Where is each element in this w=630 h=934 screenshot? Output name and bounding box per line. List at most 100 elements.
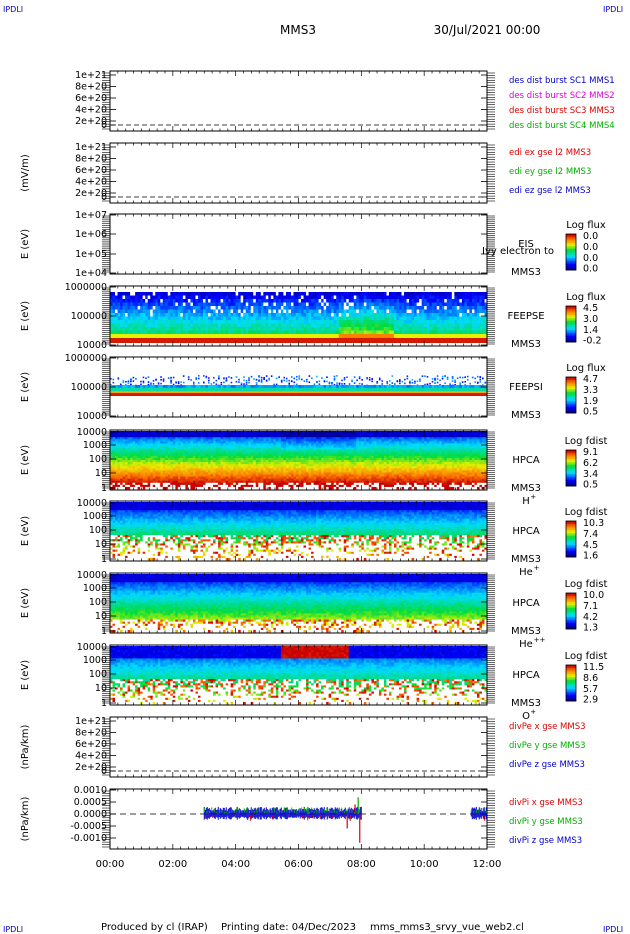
heatmap-cell — [484, 323, 488, 328]
heatmap-cell — [381, 302, 385, 307]
heatmap-cell — [167, 313, 171, 317]
heatmap-cell — [263, 334, 267, 338]
heatmap-cell — [424, 327, 428, 331]
heatmap-cell — [411, 292, 415, 296]
heatmap-cell — [165, 316, 169, 321]
heatmap-cell — [361, 313, 365, 317]
heatmap-cell — [120, 393, 124, 396]
colorbar-cell — [566, 316, 576, 319]
heatmap-cell — [326, 334, 330, 338]
heatmap-cell — [135, 320, 139, 324]
heatmap-cell — [459, 299, 463, 303]
heatmap-cell — [351, 313, 355, 317]
heatmap-cell — [343, 393, 347, 396]
heatmap-cell — [316, 323, 320, 328]
heatmap-cell — [125, 302, 129, 307]
heatmap-cell — [190, 388, 194, 391]
heatmap-cell — [411, 330, 415, 335]
heatmap-cell — [157, 320, 161, 324]
heatmap-cell — [469, 334, 473, 338]
heatmap-cell — [484, 302, 488, 307]
heatmap-cell — [228, 316, 232, 321]
heatmap-cell — [386, 309, 390, 314]
heatmap-dot — [396, 380, 399, 383]
heatmap-cell — [258, 385, 262, 388]
heatmap-cell — [185, 323, 189, 328]
heatmap-cell — [376, 388, 380, 391]
heatmap-cell — [311, 313, 315, 317]
heatmap-cell — [230, 295, 234, 300]
heatmap-cell — [341, 338, 345, 343]
heatmap-cell — [202, 388, 207, 391]
heatmap-dot — [481, 377, 484, 380]
heatmap-cell — [313, 334, 317, 338]
heatmap-cell — [481, 327, 485, 331]
heatmap-cell — [157, 302, 161, 307]
heatmap-cell — [441, 338, 445, 343]
heatmap-cell — [293, 320, 297, 324]
heatmap-cell — [343, 316, 347, 321]
heatmap-cell — [285, 330, 289, 335]
heatmap-cell — [451, 330, 455, 335]
heatmap-cell — [353, 295, 357, 300]
heatmap-cell — [328, 320, 332, 324]
heatmap-cell — [321, 385, 325, 388]
heatmap-cell — [466, 316, 470, 321]
heatmap-cell — [192, 302, 196, 307]
legend-des-0: des dist burst SC1 MMS1 — [509, 76, 615, 86]
heatmap-cell — [290, 302, 294, 307]
heatmap-cell — [218, 330, 222, 335]
heatmap-cell — [285, 302, 289, 307]
heatmap-cell — [220, 334, 224, 338]
heatmap-cell — [446, 323, 450, 328]
heatmap-cell — [388, 385, 392, 388]
heatmap-cell — [396, 330, 400, 335]
heatmap-cell — [376, 320, 380, 324]
heatmap-cell — [135, 306, 139, 310]
heatmap-cell — [228, 309, 232, 314]
heatmap-cell — [373, 338, 377, 343]
heatmap-cell — [172, 330, 176, 335]
heatmap-cell — [112, 302, 116, 307]
heatmap-cell — [456, 313, 460, 317]
heatmap-cell — [253, 306, 257, 310]
heatmap-cell — [363, 302, 367, 307]
heatmap-cell — [130, 388, 134, 391]
heatmap-cell — [436, 309, 440, 314]
heatmap-cell — [223, 306, 227, 310]
heatmap-dot — [316, 381, 318, 383]
heatmap-cell — [399, 393, 403, 396]
heatmap-cell — [409, 391, 413, 393]
heatmap-cell — [331, 334, 335, 338]
heatmap-cell — [295, 330, 299, 335]
heatmap-cell — [358, 385, 362, 388]
heatmap-cell — [388, 330, 392, 335]
heatmap-dot — [218, 375, 220, 377]
heatmap-cell — [419, 306, 423, 310]
heatmap-cell — [162, 306, 166, 310]
heatmap-cell — [238, 334, 242, 338]
heatmap-cell — [155, 338, 159, 343]
heatmap-dot — [346, 376, 348, 379]
heatmap-cell — [476, 334, 480, 338]
heatmap-cell — [459, 313, 463, 317]
heatmap-dot — [110, 377, 112, 380]
heatmap-cell — [351, 393, 355, 396]
heatmap-cell — [464, 292, 468, 296]
heatmap-cell — [348, 385, 352, 388]
heatmap-cell — [459, 295, 463, 300]
heatmap-dot — [371, 378, 373, 380]
heatmap-cell — [150, 295, 154, 300]
heatmap-cell — [142, 316, 146, 321]
heatmap-cell — [466, 302, 470, 307]
heatmap-cell — [441, 327, 445, 331]
heatmap-cell — [484, 330, 488, 335]
heatmap-cell — [353, 388, 357, 391]
heatmap-cell — [414, 334, 418, 338]
heatmap-dot — [328, 382, 331, 385]
colorbar-cell — [566, 334, 576, 337]
heatmap-cell — [434, 302, 438, 307]
heatmap-dot — [170, 379, 172, 382]
heatmap-cell — [288, 393, 292, 396]
heatmap-cell — [363, 323, 367, 328]
